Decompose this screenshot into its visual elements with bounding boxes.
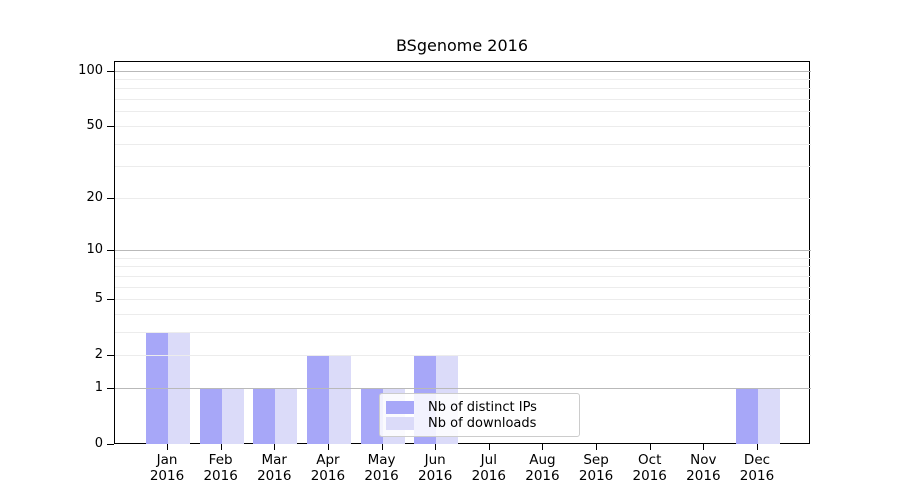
x-tick-year-oct: 2016 xyxy=(632,468,667,484)
x-tick-feb xyxy=(220,444,222,450)
x-tick-label-jun: Jun 2016 xyxy=(403,452,467,484)
x-tick-may xyxy=(381,444,383,450)
y-tick-20 xyxy=(107,197,114,199)
y-tick-label-20: 20 xyxy=(86,189,103,205)
x-tick-label-jan: Jan 2016 xyxy=(135,452,199,484)
x-tick-mar xyxy=(274,444,276,450)
y-tick-label-1: 1 xyxy=(94,379,103,395)
x-tick-jun xyxy=(435,444,437,450)
gridline-6 xyxy=(115,286,811,288)
legend-row-distinct-ips: Nb of distinct IPs xyxy=(386,399,572,415)
gridline-40 xyxy=(115,143,811,145)
x-tick-year-apr: 2016 xyxy=(310,468,346,484)
gridline-60 xyxy=(115,111,811,113)
x-tick-dec xyxy=(756,444,758,450)
gridline-50 xyxy=(115,125,811,127)
chart-title: BSgenome 2016 xyxy=(395,36,528,55)
x-tick-label-dec: Dec 2016 xyxy=(725,452,789,484)
legend-label-distinct-ips: Nb of distinct IPs xyxy=(428,399,537,415)
y-tick-1 xyxy=(107,387,114,389)
x-tick-sep xyxy=(596,444,598,450)
y-tick-label-5: 5 xyxy=(94,291,103,307)
x-tick-apr xyxy=(327,444,329,450)
bar-apr-distinct-ips xyxy=(306,356,329,444)
y-tick-label-10: 10 xyxy=(86,241,103,257)
x-tick-jan xyxy=(167,444,168,450)
y-tick-label-2: 2 xyxy=(94,347,103,363)
y-tick-2 xyxy=(107,355,114,357)
x-tick-label-mar: Mar 2016 xyxy=(242,452,306,484)
gridline-90 xyxy=(115,79,811,81)
bar-apr-downloads xyxy=(328,356,351,444)
gridline-7 xyxy=(115,275,811,277)
y-tick-5 xyxy=(107,299,114,301)
x-tick-year-sep: 2016 xyxy=(578,468,614,484)
y-tick-label-0: 0 xyxy=(94,436,103,451)
gridline-2 xyxy=(115,355,811,357)
legend-row-downloads: Nb of downloads xyxy=(386,415,572,431)
bar-dec-distinct-ips xyxy=(735,388,758,444)
gridline-1 xyxy=(115,387,811,389)
legend-label-downloads: Nb of downloads xyxy=(428,415,537,431)
y-tick-10 xyxy=(107,249,114,251)
gridline-5 xyxy=(115,299,811,301)
x-tick-label-may: May 2016 xyxy=(350,452,414,484)
x-tick-year-jul: 2016 xyxy=(471,468,506,484)
x-tick-nov xyxy=(703,444,705,450)
y-tick-0 xyxy=(107,444,114,445)
y-tick-label-100: 100 xyxy=(78,62,103,78)
x-tick-year-aug: 2016 xyxy=(525,468,560,484)
x-tick-year-feb: 2016 xyxy=(203,468,238,484)
gridline-100 xyxy=(115,70,811,72)
gridline-70 xyxy=(115,99,811,101)
x-tick-oct xyxy=(649,444,651,450)
x-tick-jul xyxy=(488,444,490,450)
x-tick-year-dec: 2016 xyxy=(739,468,775,484)
x-tick-year-mar: 2016 xyxy=(257,468,292,484)
gridline-80 xyxy=(115,88,811,90)
x-tick-year-may: 2016 xyxy=(364,468,399,484)
gridline-9 xyxy=(115,257,811,259)
y-tick-100 xyxy=(107,70,114,72)
plot-area xyxy=(114,61,811,444)
legend: Nb of distinct IPs Nb of downloads xyxy=(379,393,580,437)
downloads-swatch-icon xyxy=(386,416,414,430)
x-tick-label-oct: Oct 2016 xyxy=(618,452,682,484)
x-tick-label-feb: Feb 2016 xyxy=(189,452,253,484)
y-tick-50 xyxy=(107,125,114,127)
bar-may-distinct-ips xyxy=(360,388,383,444)
gridline-10 xyxy=(115,249,811,251)
bar-feb-downloads xyxy=(221,388,244,444)
bar-dec-downloads xyxy=(757,388,780,444)
bar-feb-distinct-ips xyxy=(199,388,222,444)
bar-mar-downloads xyxy=(275,388,298,444)
x-tick-label-aug: Aug 2016 xyxy=(510,452,574,484)
gridline-3 xyxy=(115,331,811,333)
gridline-8 xyxy=(115,266,811,268)
x-tick-year-jun: 2016 xyxy=(417,468,453,484)
bar-mar-distinct-ips xyxy=(253,388,276,444)
x-tick-aug xyxy=(542,444,544,450)
gridline-30 xyxy=(115,166,811,168)
y-tick-label-50: 50 xyxy=(86,117,103,133)
gridline-4 xyxy=(115,313,811,315)
x-tick-year-nov: 2016 xyxy=(686,468,721,484)
gridline-20 xyxy=(115,197,811,199)
distinct-ips-swatch-icon xyxy=(386,400,414,414)
x-tick-label-sep: Sep 2016 xyxy=(564,452,628,484)
x-tick-label-apr: Apr 2016 xyxy=(296,452,360,484)
x-tick-label-jul: Jul 2016 xyxy=(457,452,521,484)
x-tick-label-nov: Nov 2016 xyxy=(671,452,735,484)
x-tick-year-jan: 2016 xyxy=(149,468,185,484)
